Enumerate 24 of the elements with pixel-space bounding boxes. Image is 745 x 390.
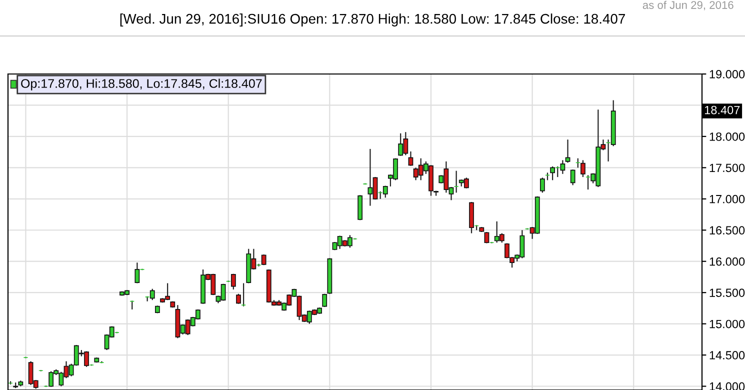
candlestick [550,166,556,181]
y-tick-label: 18.000 [710,132,745,141]
text: as of Jun 29, 2016 [642,0,734,10]
y-tick-label: 16.000 [710,257,745,266]
candlestick [150,288,155,301]
candlestick [230,273,236,290]
candlestick [408,150,414,166]
candlestick [358,194,363,221]
y-tick-label: 15.000 [710,320,745,328]
annotation: 18.407 [704,106,740,114]
candlestick [580,160,586,178]
candlestick [540,177,545,194]
y-tick-label: 14.500 [710,351,745,360]
chart-title: [Wed. Jun 29, 2016]:SIU16 Open: 17.870 High: 18.580 Low: 17.845 Close: 18.407 [120,14,625,26]
annotation: Op:17.870, Hi:18.580, Lo:17.845, Cl:18.407 [21,78,262,90]
candlestick [565,139,570,164]
candlestick [570,168,576,186]
y-tick-label: 16.500 [710,226,745,235]
y-tick-label: 15.500 [710,288,745,297]
candlestick [322,293,328,308]
candlestick [236,293,241,304]
y-tick-label: 19.000 [710,70,745,78]
y-tick-label: 17.000 [710,194,745,204]
y-tick-label: 17.500 [710,164,745,172]
